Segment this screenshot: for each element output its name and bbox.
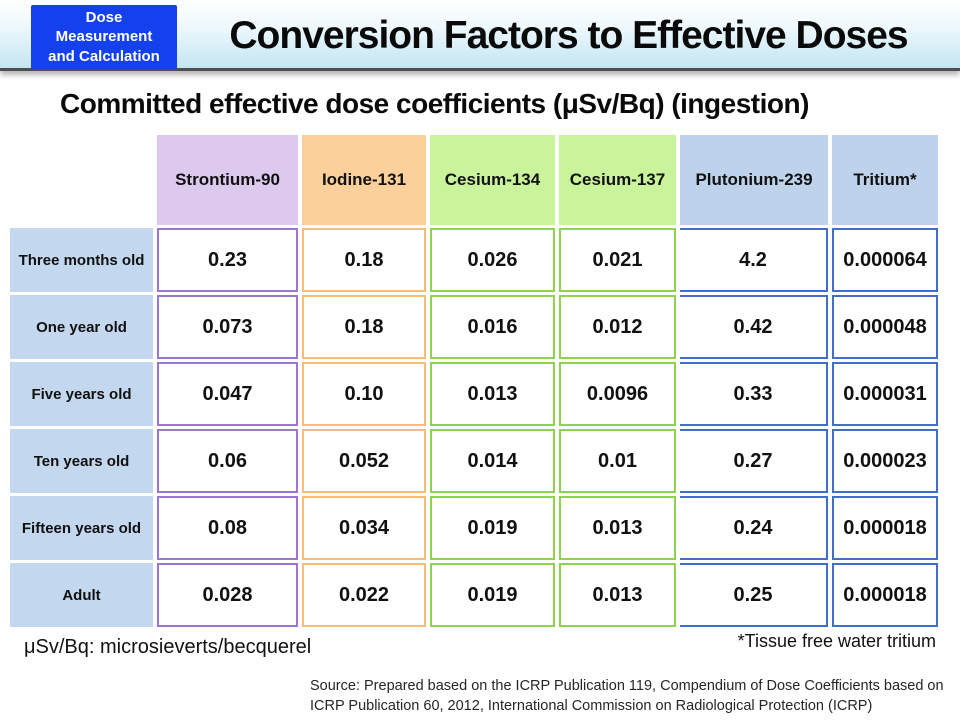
column-header-iodine-131: Iodine-131 bbox=[302, 135, 426, 225]
table-corner bbox=[10, 135, 153, 225]
value-cell: 0.08 bbox=[157, 496, 298, 560]
value-cell: 0.42 bbox=[680, 295, 828, 359]
value-cell: 0.014 bbox=[430, 429, 555, 493]
value-cell: 0.24 bbox=[680, 496, 828, 560]
value-cell: 0.33 bbox=[680, 362, 828, 426]
value-cell: 0.23 bbox=[157, 228, 298, 292]
tritium-footnote: *Tissue free water tritium bbox=[737, 631, 936, 651]
value-cell: 0.0096 bbox=[559, 362, 676, 426]
value-cell: 0.019 bbox=[430, 496, 555, 560]
page-title: Conversion Factors to Effective Doses bbox=[229, 13, 908, 57]
row-header-ten-years-old: Ten years old bbox=[10, 429, 153, 493]
column-header-cesium-137: Cesium-137 bbox=[559, 135, 676, 225]
value-cell: 0.022 bbox=[302, 563, 426, 627]
row-header-fifteen-years-old: Fifteen years old bbox=[10, 496, 153, 560]
topic-badge-line: Measurement bbox=[55, 28, 153, 46]
row-header-one-year-old: One year old bbox=[10, 295, 153, 359]
dose-table: Strontium-90 Iodine-131 Cesium-134 Cesium-1… bbox=[10, 135, 938, 627]
value-cell: 0.028 bbox=[157, 563, 298, 627]
value-cell: 0.013 bbox=[559, 496, 676, 560]
value-cell: 0.000064 bbox=[832, 228, 938, 292]
unit-footnote: μSv/Bq: microsieverts/becquerel bbox=[24, 636, 312, 658]
column-header-tritium-: Tritium* bbox=[832, 135, 938, 225]
column-header-plutonium-239: Plutonium-239 bbox=[680, 135, 828, 225]
value-cell: 0.021 bbox=[559, 228, 676, 292]
value-cell: 0.052 bbox=[302, 429, 426, 493]
value-cell: 0.000018 bbox=[832, 563, 938, 627]
topic-badge-line: Dose bbox=[85, 8, 123, 26]
value-cell: 0.000018 bbox=[832, 496, 938, 560]
value-cell: 4.2 bbox=[680, 228, 828, 292]
value-cell: 0.06 bbox=[157, 429, 298, 493]
row-header-three-months-old: Three months old bbox=[10, 228, 153, 292]
value-cell: 0.013 bbox=[430, 362, 555, 426]
value-cell: 0.000023 bbox=[832, 429, 938, 493]
value-cell: 0.25 bbox=[680, 563, 828, 627]
value-cell: 0.10 bbox=[302, 362, 426, 426]
row-header-adult: Adult bbox=[10, 563, 153, 627]
row-header-five-years-old: Five years old bbox=[10, 362, 153, 426]
value-cell: 0.016 bbox=[430, 295, 555, 359]
topic-badge-line: and Calculation bbox=[48, 47, 160, 65]
value-cell: 0.01 bbox=[559, 429, 676, 493]
header-bar: Dose Measurement and Calculation Convers… bbox=[0, 0, 960, 71]
value-cell: 0.000031 bbox=[832, 362, 938, 426]
value-cell: 0.013 bbox=[559, 563, 676, 627]
value-cell: 0.073 bbox=[157, 295, 298, 359]
value-cell: 0.047 bbox=[157, 362, 298, 426]
value-cell: 0.019 bbox=[430, 563, 555, 627]
value-cell: 0.27 bbox=[680, 429, 828, 493]
source-note: Source: Prepared based on the ICRP Publi… bbox=[310, 678, 944, 714]
column-header-strontium-90: Strontium-90 bbox=[157, 135, 298, 225]
column-header-cesium-134: Cesium-134 bbox=[430, 135, 555, 225]
value-cell: 0.012 bbox=[559, 295, 676, 359]
value-cell: 0.18 bbox=[302, 228, 426, 292]
topic-badge: Dose Measurement and Calculation bbox=[31, 5, 177, 69]
value-cell: 0.18 bbox=[302, 295, 426, 359]
value-cell: 0.000048 bbox=[832, 295, 938, 359]
value-cell: 0.026 bbox=[430, 228, 555, 292]
value-cell: 0.034 bbox=[302, 496, 426, 560]
table-title: Committed effective dose coefficients (μ… bbox=[60, 88, 809, 119]
